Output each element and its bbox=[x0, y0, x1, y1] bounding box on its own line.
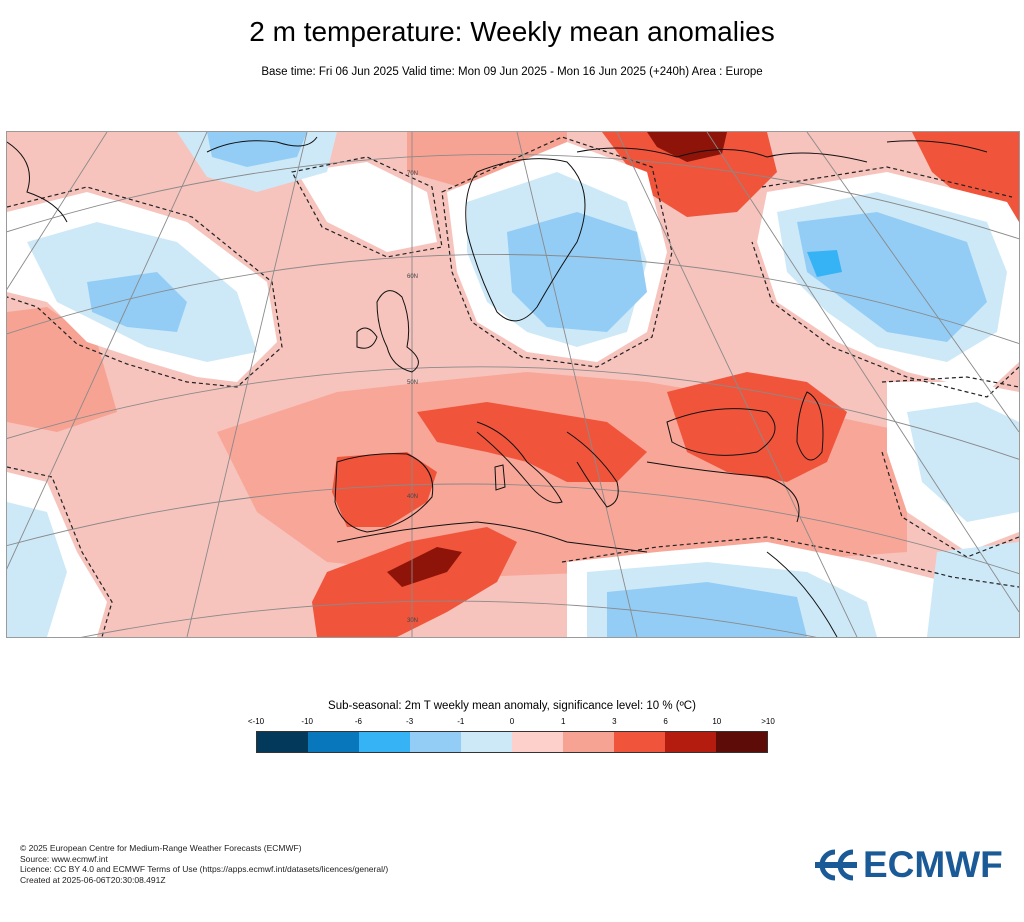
legend-tick: 3 bbox=[612, 717, 617, 726]
ecmwf-logo-text: ECMWF bbox=[863, 844, 1003, 885]
legend-tick: 0 bbox=[509, 717, 515, 726]
legend-swatch bbox=[257, 732, 308, 752]
legend-swatch bbox=[359, 732, 410, 752]
legend-swatch bbox=[614, 732, 665, 752]
copyright-line: © 2025 European Centre for Medium-Range … bbox=[20, 843, 302, 853]
ecmwf-logo: ECMWF bbox=[813, 844, 1009, 885]
lat-label-60n: 60N bbox=[407, 274, 418, 280]
lat-label-40n: 40N bbox=[407, 494, 418, 500]
legend-swatch bbox=[563, 732, 614, 752]
legend-swatch bbox=[716, 732, 767, 752]
map-canvas: 70N 60N 50N 40N 30N bbox=[7, 132, 1019, 637]
legend-swatch bbox=[461, 732, 512, 752]
lat-label-30n: 30N bbox=[407, 618, 418, 624]
legend-swatch bbox=[665, 732, 716, 752]
legend-tick: 10 bbox=[712, 717, 722, 726]
source-line: Source: www.ecmwf.int bbox=[20, 853, 108, 864]
lat-label-70n: 70N bbox=[407, 171, 418, 177]
legend-ticks: <-10 -10 -6 -3 -1 0 1 3 6 10 >10 bbox=[248, 717, 775, 729]
legend-tick: -1 bbox=[457, 717, 465, 726]
legend-swatch bbox=[512, 732, 563, 752]
legend-title: Sub-seasonal: 2m T weekly mean anomaly, … bbox=[328, 700, 696, 712]
chart-subtitle: Base time: Fri 06 Jun 2025 Valid time: M… bbox=[261, 66, 763, 78]
legend-swatch bbox=[410, 732, 461, 752]
ecmwf-logo-icon bbox=[815, 849, 857, 881]
legend-swatch bbox=[308, 732, 359, 752]
lat-label-50n: 50N bbox=[407, 380, 418, 386]
legend-tick: -6 bbox=[354, 717, 362, 726]
color-legend-bar bbox=[256, 731, 768, 753]
legend-tick: -10 bbox=[301, 717, 313, 726]
legend-tick: 1 bbox=[560, 717, 566, 726]
footer-credits: © 2025 European Centre for Medium-Range … bbox=[20, 843, 388, 885]
chart-title: 2 m temperature: Weekly mean anomalies bbox=[249, 16, 775, 47]
licence-line: Licence: CC BY 4.0 and ECMWF Terms of Us… bbox=[20, 864, 389, 874]
legend-tick: -3 bbox=[406, 717, 414, 726]
legend-tick: 6 bbox=[663, 717, 668, 726]
created-line: Created at 2025-06-06T20:30:08.491Z bbox=[20, 874, 166, 885]
legend-tick: >10 bbox=[761, 717, 775, 726]
legend-tick: <-10 bbox=[247, 717, 265, 726]
anomaly-map: 70N 60N 50N 40N 30N bbox=[6, 131, 1020, 638]
